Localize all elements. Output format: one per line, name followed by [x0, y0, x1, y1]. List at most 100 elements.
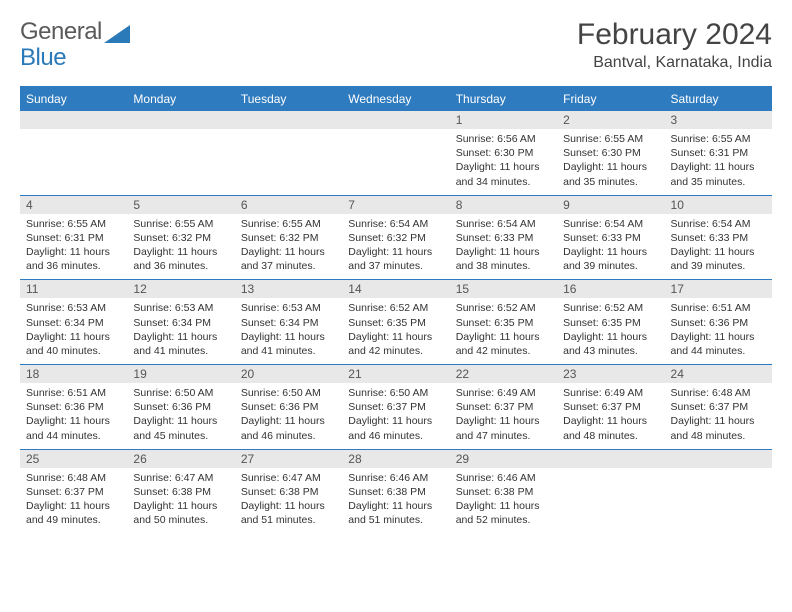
- day-detail-cell: Sunrise: 6:56 AMSunset: 6:30 PMDaylight:…: [450, 129, 557, 195]
- sunrise-line: Sunrise: 6:56 AM: [456, 132, 551, 146]
- sunset-line: Sunset: 6:32 PM: [241, 231, 336, 245]
- sunset-line: Sunset: 6:34 PM: [26, 316, 121, 330]
- day-detail-cell: Sunrise: 6:51 AMSunset: 6:36 PMDaylight:…: [665, 298, 772, 364]
- daylight-line: Daylight: 11 hours and 43 minutes.: [563, 330, 658, 358]
- sunset-line: Sunset: 6:38 PM: [348, 485, 443, 499]
- sunrise-line: Sunrise: 6:51 AM: [671, 301, 766, 315]
- day-detail-cell: Sunrise: 6:55 AMSunset: 6:31 PMDaylight:…: [20, 214, 127, 280]
- sunrise-line: Sunrise: 6:55 AM: [133, 217, 228, 231]
- sunrise-line: Sunrise: 6:50 AM: [133, 386, 228, 400]
- day-number-cell: 22: [450, 365, 557, 384]
- sunrise-line: Sunrise: 6:54 AM: [456, 217, 551, 231]
- sunset-line: Sunset: 6:38 PM: [241, 485, 336, 499]
- sunrise-line: Sunrise: 6:53 AM: [26, 301, 121, 315]
- day-detail-cell: Sunrise: 6:50 AMSunset: 6:36 PMDaylight:…: [235, 383, 342, 449]
- sunrise-line: Sunrise: 6:54 AM: [563, 217, 658, 231]
- sunrise-line: Sunrise: 6:46 AM: [348, 471, 443, 485]
- day-number-cell: 11: [20, 280, 127, 299]
- sunrise-line: Sunrise: 6:48 AM: [671, 386, 766, 400]
- day-detail-cell: [20, 129, 127, 195]
- sunset-line: Sunset: 6:31 PM: [26, 231, 121, 245]
- sunset-line: Sunset: 6:37 PM: [348, 400, 443, 414]
- day-number-cell: 3: [665, 111, 772, 130]
- daylight-line: Daylight: 11 hours and 47 minutes.: [456, 414, 551, 442]
- daylight-line: Daylight: 11 hours and 35 minutes.: [671, 160, 766, 188]
- daylight-line: Daylight: 11 hours and 34 minutes.: [456, 160, 551, 188]
- sunrise-line: Sunrise: 6:55 AM: [671, 132, 766, 146]
- sunset-line: Sunset: 6:37 PM: [26, 485, 121, 499]
- day-number-cell: 18: [20, 365, 127, 384]
- day-detail-cell: Sunrise: 6:50 AMSunset: 6:36 PMDaylight:…: [127, 383, 234, 449]
- day-number-cell: 8: [450, 195, 557, 214]
- day-detail-cell: Sunrise: 6:49 AMSunset: 6:37 PMDaylight:…: [557, 383, 664, 449]
- daylight-line: Daylight: 11 hours and 38 minutes.: [456, 245, 551, 273]
- day-detail-cell: Sunrise: 6:48 AMSunset: 6:37 PMDaylight:…: [20, 468, 127, 534]
- day-detail-cell: Sunrise: 6:52 AMSunset: 6:35 PMDaylight:…: [342, 298, 449, 364]
- sunrise-line: Sunrise: 6:48 AM: [26, 471, 121, 485]
- day-number-cell: 25: [20, 449, 127, 468]
- daylight-line: Daylight: 11 hours and 51 minutes.: [241, 499, 336, 527]
- daylight-line: Daylight: 11 hours and 46 minutes.: [348, 414, 443, 442]
- day-number-cell: 29: [450, 449, 557, 468]
- daylight-line: Daylight: 11 hours and 35 minutes.: [563, 160, 658, 188]
- daylight-line: Daylight: 11 hours and 36 minutes.: [133, 245, 228, 273]
- weekday-header: Friday: [557, 87, 664, 111]
- day-number-cell: 28: [342, 449, 449, 468]
- day-number-cell: 13: [235, 280, 342, 299]
- page-title: February 2024: [577, 18, 772, 52]
- daylight-line: Daylight: 11 hours and 48 minutes.: [563, 414, 658, 442]
- sunset-line: Sunset: 6:33 PM: [456, 231, 551, 245]
- sunset-line: Sunset: 6:33 PM: [563, 231, 658, 245]
- sunset-line: Sunset: 6:38 PM: [456, 485, 551, 499]
- daylight-line: Daylight: 11 hours and 40 minutes.: [26, 330, 121, 358]
- day-number-cell: 2: [557, 111, 664, 130]
- day-number-cell: [20, 111, 127, 130]
- sunrise-line: Sunrise: 6:52 AM: [456, 301, 551, 315]
- daylight-line: Daylight: 11 hours and 44 minutes.: [671, 330, 766, 358]
- weekday-header: Thursday: [450, 87, 557, 111]
- day-detail-cell: [665, 468, 772, 534]
- sunrise-line: Sunrise: 6:46 AM: [456, 471, 551, 485]
- sunset-line: Sunset: 6:35 PM: [563, 316, 658, 330]
- daylight-line: Daylight: 11 hours and 45 minutes.: [133, 414, 228, 442]
- day-number-cell: 14: [342, 280, 449, 299]
- sunset-line: Sunset: 6:30 PM: [456, 146, 551, 160]
- location-label: Bantval, Karnataka, India: [577, 54, 772, 72]
- day-number-cell: 23: [557, 365, 664, 384]
- sunset-line: Sunset: 6:35 PM: [348, 316, 443, 330]
- day-detail-cell: Sunrise: 6:53 AMSunset: 6:34 PMDaylight:…: [127, 298, 234, 364]
- day-detail-cell: [235, 129, 342, 195]
- day-detail-cell: [342, 129, 449, 195]
- logo: General: [20, 18, 132, 46]
- day-detail-cell: Sunrise: 6:49 AMSunset: 6:37 PMDaylight:…: [450, 383, 557, 449]
- sunrise-line: Sunrise: 6:50 AM: [241, 386, 336, 400]
- sunset-line: Sunset: 6:32 PM: [133, 231, 228, 245]
- title-block: February 2024 Bantval, Karnataka, India: [577, 18, 772, 72]
- sunset-line: Sunset: 6:38 PM: [133, 485, 228, 499]
- daylight-line: Daylight: 11 hours and 41 minutes.: [133, 330, 228, 358]
- day-number-cell: 19: [127, 365, 234, 384]
- day-number-cell: 4: [20, 195, 127, 214]
- day-number-cell: 24: [665, 365, 772, 384]
- sunrise-line: Sunrise: 6:55 AM: [26, 217, 121, 231]
- sunset-line: Sunset: 6:34 PM: [133, 316, 228, 330]
- daylight-line: Daylight: 11 hours and 42 minutes.: [348, 330, 443, 358]
- day-number-cell: [342, 111, 449, 130]
- sunrise-line: Sunrise: 6:51 AM: [26, 386, 121, 400]
- daylight-line: Daylight: 11 hours and 41 minutes.: [241, 330, 336, 358]
- day-number-cell: [127, 111, 234, 130]
- daylight-line: Daylight: 11 hours and 49 minutes.: [26, 499, 121, 527]
- day-detail-cell: Sunrise: 6:52 AMSunset: 6:35 PMDaylight:…: [450, 298, 557, 364]
- day-number-cell: [665, 449, 772, 468]
- daylight-line: Daylight: 11 hours and 37 minutes.: [241, 245, 336, 273]
- day-detail-cell: Sunrise: 6:51 AMSunset: 6:36 PMDaylight:…: [20, 383, 127, 449]
- day-number-cell: 9: [557, 195, 664, 214]
- day-detail-cell: Sunrise: 6:52 AMSunset: 6:35 PMDaylight:…: [557, 298, 664, 364]
- day-detail-cell: Sunrise: 6:46 AMSunset: 6:38 PMDaylight:…: [342, 468, 449, 534]
- day-detail-cell: Sunrise: 6:47 AMSunset: 6:38 PMDaylight:…: [127, 468, 234, 534]
- sunrise-line: Sunrise: 6:54 AM: [671, 217, 766, 231]
- logo-word1: General: [20, 18, 102, 46]
- day-number-cell: 21: [342, 365, 449, 384]
- sunset-line: Sunset: 6:34 PM: [241, 316, 336, 330]
- daylight-line: Daylight: 11 hours and 39 minutes.: [671, 245, 766, 273]
